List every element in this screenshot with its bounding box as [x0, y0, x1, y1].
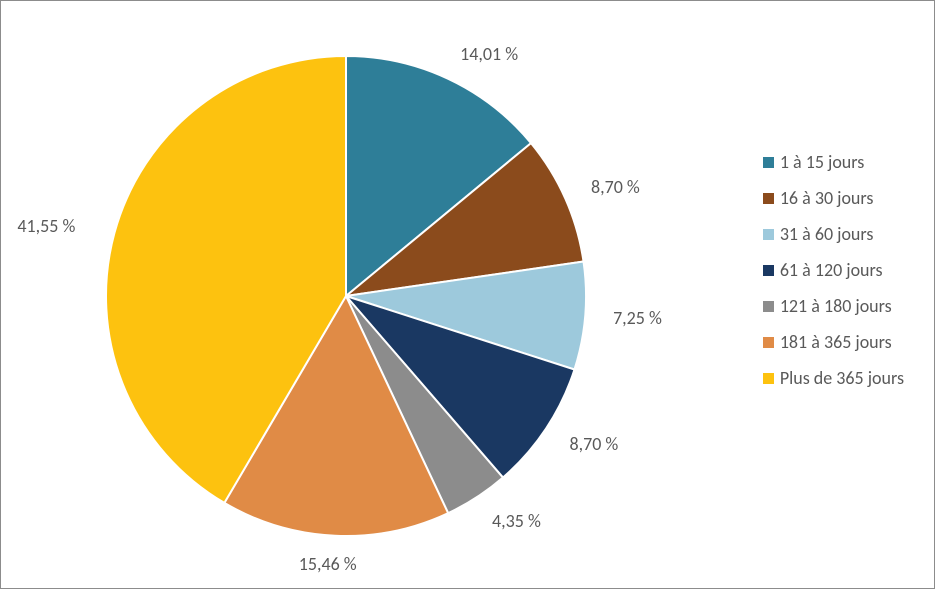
slice-label-s5: 15,46 %: [299, 553, 357, 575]
slice-label-s2: 7,25 %: [613, 307, 662, 329]
legend-label-s6: Plus de 365 jours: [780, 367, 904, 389]
legend-swatch-s3: [763, 265, 774, 276]
legend-swatch-s0: [763, 157, 774, 168]
legend-label-s0: 1 à 15 jours: [780, 151, 864, 173]
legend-item-s0: 1 à 15 jours: [763, 151, 904, 173]
pie-chart: [81, 31, 611, 561]
legend-item-s3: 61 à 120 jours: [763, 259, 904, 281]
legend-label-s4: 121 à 180 jours: [780, 295, 892, 317]
legend-label-s5: 181 à 365 jours: [780, 331, 892, 353]
chart-container: 14,01 % 8,70 % 7,25 % 8,70 % 4,35 % 15,4…: [0, 0, 935, 589]
legend-swatch-s6: [763, 373, 774, 384]
legend-item-s1: 16 à 30 jours: [763, 187, 904, 209]
legend-label-s2: 31 à 60 jours: [780, 223, 874, 245]
legend-item-s4: 121 à 180 jours: [763, 295, 904, 317]
legend-swatch-s1: [763, 193, 774, 204]
slice-label-s4: 4,35 %: [492, 510, 541, 532]
legend-label-s1: 16 à 30 jours: [780, 187, 874, 209]
legend-swatch-s4: [763, 301, 774, 312]
legend-label-s3: 61 à 120 jours: [780, 259, 883, 281]
legend-item-s5: 181 à 365 jours: [763, 331, 904, 353]
pie-svg: [81, 31, 611, 561]
slice-label-s3: 8,70 %: [570, 433, 619, 455]
legend-item-s6: Plus de 365 jours: [763, 367, 904, 389]
slice-label-s0: 14,01 %: [460, 43, 518, 65]
slice-label-s6: 41,55 %: [17, 215, 75, 237]
legend: 1 à 15 jours 16 à 30 jours 31 à 60 jours…: [763, 151, 904, 389]
legend-swatch-s5: [763, 337, 774, 348]
legend-swatch-s2: [763, 229, 774, 240]
slice-label-s1: 8,70 %: [591, 176, 640, 198]
legend-item-s2: 31 à 60 jours: [763, 223, 904, 245]
